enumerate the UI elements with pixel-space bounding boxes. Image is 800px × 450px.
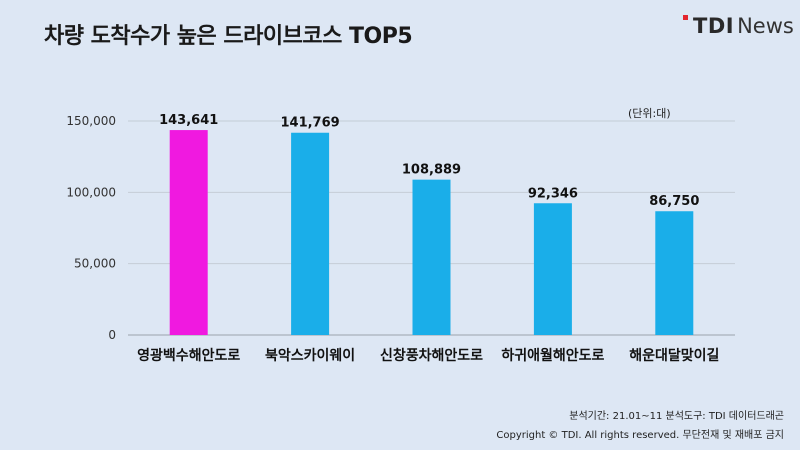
- copyright-notice: Copyright © TDI. All rights reserved. 무단…: [496, 430, 784, 441]
- logo-text-news: News: [737, 14, 794, 38]
- analysis-info: 분석기간: 21.01~11 분석도구: TDI 데이터드래곤: [569, 411, 784, 422]
- y-tick-label: 50,000: [74, 257, 116, 271]
- y-tick-label: 0: [108, 328, 116, 342]
- tdi-news-logo: TDI News: [683, 14, 794, 38]
- data-label: 86,750: [649, 194, 699, 209]
- x-tick-label: 신창풍차해안도로: [380, 347, 483, 364]
- chart-title: 차량 도착수가 높은 드라이브코스 TOP5: [44, 24, 413, 49]
- bar: [655, 211, 694, 335]
- x-tick-label: 북악스카이웨이: [265, 347, 355, 364]
- unit-label: (단위:대): [628, 107, 671, 120]
- data-label: 143,641: [159, 113, 218, 128]
- data-label: 108,889: [402, 163, 461, 178]
- bar: [291, 132, 330, 335]
- x-tick-label: 해운대달맞이길: [629, 347, 719, 364]
- logo-mark-icon: [683, 15, 693, 37]
- x-tick-label: 하귀애월해안도로: [501, 347, 604, 364]
- logo-text-tdi: TDI: [693, 14, 735, 38]
- x-tick-label: 영광백수해안도로: [137, 347, 240, 364]
- data-label: 92,346: [528, 186, 578, 201]
- data-label: 141,769: [280, 116, 339, 131]
- y-tick-label: 100,000: [66, 185, 116, 199]
- bar: [169, 130, 208, 335]
- y-tick-label: 150,000: [66, 114, 116, 128]
- bar: [412, 179, 451, 335]
- bar: [533, 203, 572, 335]
